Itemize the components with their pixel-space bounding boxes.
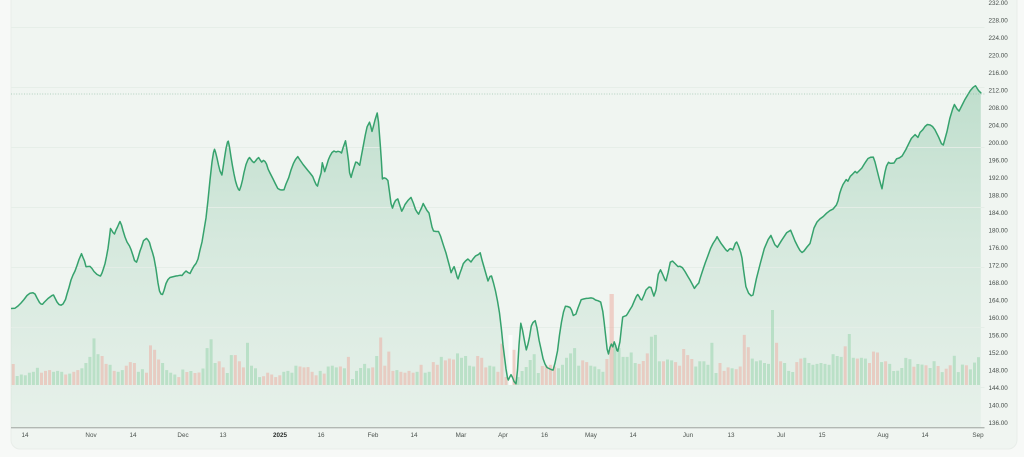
svg-text:16: 16 xyxy=(541,432,549,439)
svg-text:196.00: 196.00 xyxy=(989,157,1009,164)
svg-text:140.00: 140.00 xyxy=(989,402,1009,409)
svg-text:144.00: 144.00 xyxy=(989,385,1009,392)
svg-text:Sep: Sep xyxy=(972,432,984,439)
svg-text:216.00: 216.00 xyxy=(989,70,1009,77)
svg-text:180.00: 180.00 xyxy=(989,227,1009,234)
svg-text:14: 14 xyxy=(410,432,418,439)
svg-text:204.00: 204.00 xyxy=(989,122,1009,129)
svg-text:14: 14 xyxy=(21,432,29,439)
svg-text:Nov: Nov xyxy=(85,432,97,439)
svg-text:14: 14 xyxy=(921,432,929,439)
svg-text:192.00: 192.00 xyxy=(989,175,1009,182)
svg-text:172.00: 172.00 xyxy=(989,262,1009,269)
svg-text:224.00: 224.00 xyxy=(989,35,1009,42)
svg-text:176.00: 176.00 xyxy=(989,245,1009,252)
svg-text:13: 13 xyxy=(219,432,227,439)
svg-text:164.00: 164.00 xyxy=(989,297,1009,304)
svg-text:Apr: Apr xyxy=(498,432,508,439)
svg-text:Jun: Jun xyxy=(683,432,694,439)
svg-text:184.00: 184.00 xyxy=(989,210,1009,217)
svg-text:May: May xyxy=(585,432,598,439)
svg-text:232.00: 232.00 xyxy=(989,0,1009,7)
svg-text:156.00: 156.00 xyxy=(989,332,1009,339)
svg-text:16: 16 xyxy=(317,432,325,439)
svg-text:200.00: 200.00 xyxy=(989,140,1009,147)
svg-text:Jul: Jul xyxy=(777,432,785,439)
svg-text:168.00: 168.00 xyxy=(989,280,1009,287)
svg-text:136.00: 136.00 xyxy=(989,420,1009,427)
svg-text:2025: 2025 xyxy=(273,432,288,439)
svg-text:160.00: 160.00 xyxy=(989,315,1009,322)
svg-text:188.00: 188.00 xyxy=(989,192,1009,199)
svg-text:Aug: Aug xyxy=(877,432,889,439)
svg-text:Mar: Mar xyxy=(456,432,467,439)
svg-text:152.00: 152.00 xyxy=(989,350,1009,357)
svg-text:Dec: Dec xyxy=(177,432,188,439)
svg-text:220.00: 220.00 xyxy=(989,52,1009,59)
svg-text:228.00: 228.00 xyxy=(989,17,1009,24)
svg-text:208.00: 208.00 xyxy=(989,105,1009,112)
svg-text:15: 15 xyxy=(818,432,826,439)
svg-text:148.00: 148.00 xyxy=(989,367,1009,374)
svg-text:13: 13 xyxy=(727,432,735,439)
svg-text:212.00: 212.00 xyxy=(989,87,1009,94)
svg-text:14: 14 xyxy=(129,432,137,439)
svg-text:Feb: Feb xyxy=(368,432,379,439)
svg-text:14: 14 xyxy=(629,432,637,439)
